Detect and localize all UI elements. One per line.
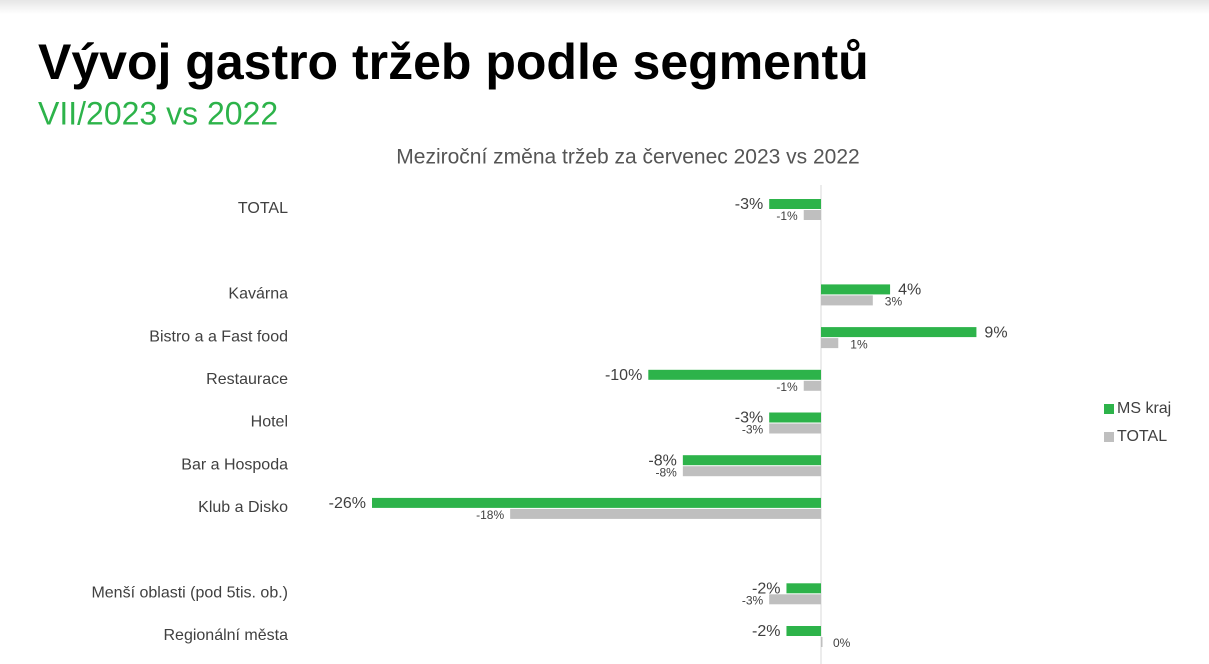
value-label: -3%: [735, 196, 763, 213]
bar: [682, 466, 821, 477]
bar: [648, 369, 821, 380]
value-label: 4%: [898, 282, 921, 299]
category-label: Klub a Disko: [198, 499, 288, 516]
value-label: -3%: [735, 410, 763, 427]
bar: [372, 497, 821, 508]
chart-title: Meziroční změna tržeb za červenec 2023 v…: [396, 146, 859, 169]
value-label: -26%: [329, 495, 366, 512]
bar: [769, 412, 821, 423]
value-label: -3%: [742, 423, 764, 437]
category-label: TOTAL: [238, 200, 288, 217]
legend-swatch: [1104, 432, 1114, 442]
bar: [821, 637, 823, 647]
bar: [769, 199, 821, 209]
category-label: Menší oblasti (pod 5tis. ob.): [91, 585, 288, 602]
value-label: 3%: [885, 295, 903, 309]
legend-label: TOTAL: [1117, 428, 1167, 445]
legend-swatch: [1104, 404, 1114, 414]
value-label: 0%: [833, 636, 851, 650]
slide-title: Vývoj gastro tržeb podle segmentů: [38, 34, 869, 90]
top-shadow: [0, 0, 1209, 14]
bar: [682, 455, 821, 466]
category-label: Bistro a a Fast food: [149, 328, 288, 345]
value-label: -8%: [656, 465, 678, 479]
category-label: Regionální města: [163, 627, 288, 644]
value-label: -8%: [648, 452, 676, 469]
value-label: 1%: [850, 337, 868, 351]
value-label: -3%: [742, 593, 764, 607]
value-label: -2%: [752, 623, 780, 640]
bar: [821, 338, 839, 349]
bar: [769, 423, 821, 434]
value-label: -2%: [752, 581, 780, 598]
value-label: -1%: [776, 380, 798, 394]
value-label: -1%: [776, 209, 798, 223]
bar: [803, 380, 821, 391]
bar: [821, 295, 873, 306]
bar: [803, 210, 821, 220]
legend-label: MS kraj: [1117, 400, 1171, 417]
bar: [786, 626, 821, 636]
bar: [821, 284, 891, 295]
category-label: Kavárna: [228, 286, 288, 303]
bar: [769, 594, 821, 605]
bar: [786, 583, 821, 594]
slide-subtitle: VII/2023 vs 2022: [38, 95, 278, 131]
value-label: 9%: [984, 324, 1007, 341]
category-label: Restaurace: [206, 371, 288, 388]
bar: [510, 508, 821, 519]
value-label: -10%: [605, 367, 642, 384]
category-label: Bar a Hospoda: [181, 456, 288, 473]
value-label: -18%: [476, 508, 504, 522]
category-label: Hotel: [251, 414, 288, 431]
bar: [821, 327, 977, 338]
